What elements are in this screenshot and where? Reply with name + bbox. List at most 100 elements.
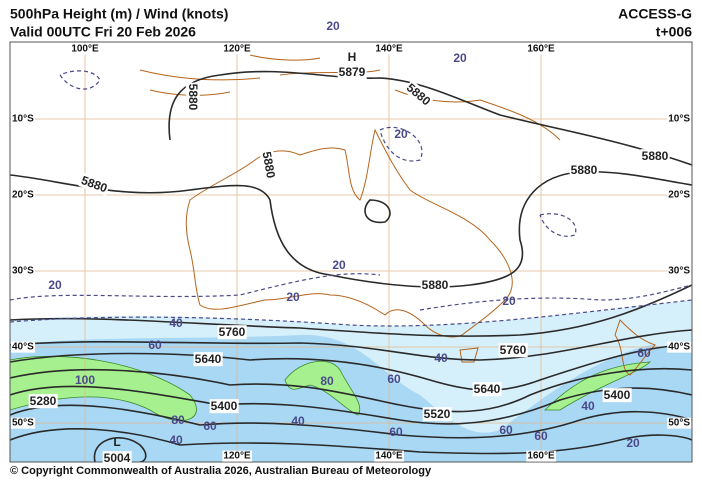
height-label: 5879: [339, 65, 366, 79]
wind-isotachs: [10, 70, 692, 327]
label-backdrop: [569, 163, 599, 178]
label-backdrop: [222, 43, 253, 55]
label-backdrop: [102, 451, 132, 466]
lead-time: t+006: [656, 24, 692, 40]
lat-label: 20°S: [668, 190, 690, 201]
wind-label: 40: [291, 414, 305, 428]
lat-label: 20°S: [12, 190, 34, 201]
wind-label: 20: [394, 127, 408, 141]
label-backdrop: [78, 172, 111, 196]
wind-label: 60: [499, 423, 513, 437]
map-subtitle: Valid 00UTC Fri 20 Feb 2026: [10, 24, 196, 40]
label-backdrop: [602, 388, 632, 403]
height-label: 5880: [422, 278, 449, 292]
wind-label: 20: [626, 436, 640, 450]
height-label: 5280: [30, 394, 57, 408]
label-backdrop: [667, 265, 692, 277]
lon-label: 160°E: [527, 451, 555, 462]
model-name: ACCESS-G: [618, 6, 692, 22]
label-backdrop: [11, 417, 36, 429]
wind-label: 20: [326, 19, 340, 33]
height-label: 5400: [211, 399, 238, 413]
label-backdrop: [422, 407, 452, 422]
height-contours: [10, 70, 692, 462]
lat-label: 10°S: [12, 114, 34, 125]
label-backdrop: [526, 450, 557, 462]
copyright: © Copyright Commonwealth of Australia 20…: [10, 465, 432, 477]
label-backdrop: [374, 43, 405, 55]
label-backdrop: [498, 343, 528, 358]
lon-label: 140°E: [375, 44, 403, 55]
height-label: 5880: [642, 149, 669, 163]
height-label: 5880: [571, 163, 598, 177]
label-backdrop: [28, 394, 58, 409]
lat-label: 40°S: [12, 342, 34, 353]
label-backdrop: [667, 341, 692, 353]
label-backdrop: [217, 325, 247, 340]
label-backdrop: [11, 189, 36, 201]
label-backdrop: [403, 79, 435, 110]
lat-label: 10°S: [668, 114, 690, 125]
label-backdrop: [193, 352, 223, 367]
label-backdrop: [11, 265, 36, 277]
wind-label: 40: [434, 351, 448, 365]
label-backdrop: [209, 399, 239, 414]
wind-label: 80: [171, 413, 185, 427]
label-backdrop: [11, 341, 36, 353]
wind-label: 60: [387, 372, 401, 386]
label-backdrop: [222, 450, 253, 462]
lat-label: 50°S: [12, 418, 34, 429]
label-backdrop: [337, 65, 367, 80]
lon-label: 160°E: [527, 44, 555, 55]
label-backdrop: [420, 278, 450, 293]
label-backdrop: [70, 43, 101, 55]
height-label: 5004: [104, 451, 131, 465]
wind-label: 60: [148, 338, 162, 352]
wind-label: 40: [169, 316, 183, 330]
lon-label: 120°E: [223, 451, 251, 462]
label-backdrop: [374, 450, 405, 462]
wind-label: 20: [502, 294, 516, 308]
wind-label: 20: [332, 258, 346, 272]
label-backdrop: [185, 82, 200, 112]
wind-label: 20: [453, 51, 467, 65]
height-label: 5640: [474, 382, 501, 396]
lat-label: 30°S: [668, 266, 690, 277]
label-backdrop: [472, 382, 502, 397]
label-backdrop: [667, 417, 692, 429]
wind-label: 60: [534, 429, 548, 443]
lat-label: 50°S: [668, 418, 690, 429]
lat-label: 40°S: [668, 342, 690, 353]
wind-label: 20: [48, 278, 62, 292]
graticule: [10, 42, 692, 462]
wind-label: 40: [169, 433, 183, 447]
lon-label: 140°E: [375, 451, 403, 462]
map-title: 500hPa Height (m) / Wind (knots): [10, 6, 228, 22]
lon-label: 120°E: [223, 44, 251, 55]
map-frame: [9, 41, 693, 463]
label-backdrop: [667, 189, 692, 201]
lat-label: 30°S: [12, 266, 34, 277]
label-backdrop: [526, 43, 557, 55]
height-label: 5760: [219, 325, 246, 339]
height-label: 5640: [195, 352, 222, 366]
height-label: 5880: [260, 150, 278, 179]
height-label: 5880: [186, 84, 200, 111]
wind-label: 60: [203, 419, 217, 433]
wind-label: 40: [581, 399, 595, 413]
height-label: 5760: [500, 343, 527, 357]
label-backdrop: [259, 149, 279, 181]
wind-label: 100: [75, 373, 95, 387]
height-label: 5520: [424, 407, 451, 421]
lon-label: 100°E: [71, 44, 99, 55]
height-label: 5400: [604, 388, 631, 402]
wind-shade-80: [284, 361, 361, 416]
wind-label: 80: [320, 374, 334, 388]
label-backdrop: [667, 113, 692, 125]
wind-shade-80: [544, 361, 652, 411]
pressure-centre: L: [113, 435, 120, 449]
wind-label: 60: [637, 346, 651, 360]
label-backdrop: [640, 149, 670, 164]
pressure-centre: H: [348, 50, 357, 64]
